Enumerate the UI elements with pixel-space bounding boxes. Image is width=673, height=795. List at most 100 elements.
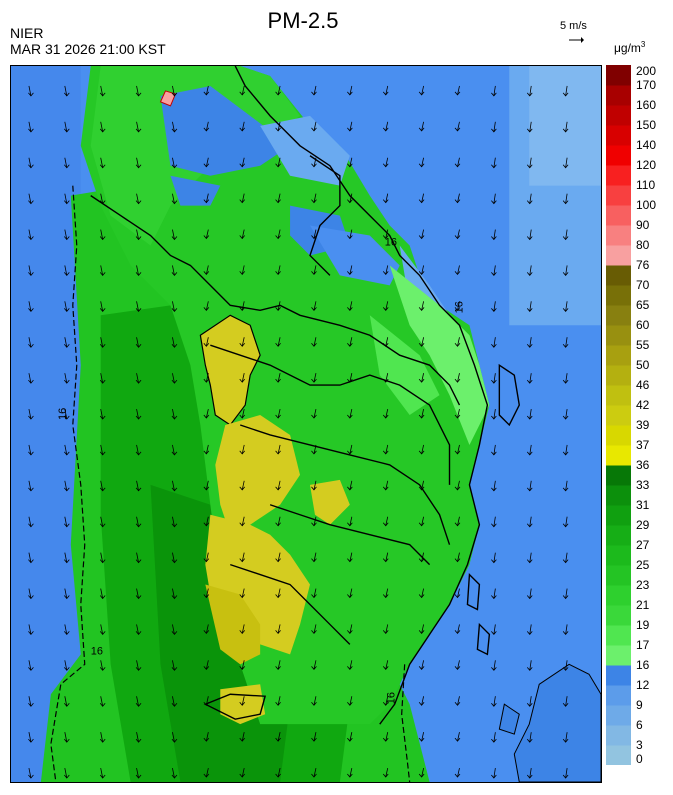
wind-arrow-icon	[28, 588, 32, 599]
wind-arrow-icon	[421, 301, 424, 311]
wind-arrowhead-icon	[239, 701, 246, 706]
wind-arrowhead-icon	[135, 92, 142, 97]
wind-arrow-icon	[100, 301, 104, 312]
wind-arrow-icon	[28, 337, 32, 348]
colorbar-swatch	[606, 485, 631, 506]
wind-arrow-icon	[277, 408, 281, 419]
colorbar-swatch	[606, 685, 631, 706]
wind-arrow-icon	[100, 552, 104, 563]
wind-arrowhead-icon	[311, 737, 317, 742]
wind-arrowhead-icon	[64, 236, 70, 241]
colorbar-tick-label: 25	[636, 558, 650, 572]
wind-arrow-icon	[529, 85, 532, 96]
wind-arrowhead-icon	[171, 200, 178, 205]
wind-arrowhead-icon	[311, 630, 317, 635]
wind-arrow-icon	[64, 732, 68, 743]
wind-arrow-icon	[565, 408, 568, 420]
wind-arrow-icon	[64, 516, 68, 527]
wind-arrowhead-icon	[382, 127, 389, 132]
wind-arrow-icon	[421, 157, 424, 167]
wind-arrowhead-icon	[382, 91, 389, 96]
wind-arrowhead-icon	[526, 236, 533, 241]
wind-arrowhead-icon	[28, 308, 34, 312]
wind-arrow-icon	[457, 588, 460, 598]
wind-arrowhead-icon	[64, 272, 70, 277]
colorbar-tick-label: 19	[636, 618, 650, 632]
wind-arrow-icon	[349, 229, 353, 239]
wind-arrowhead-icon	[275, 307, 281, 311]
wind-arrow-icon	[493, 265, 496, 276]
wind-arrowhead-icon	[64, 128, 70, 133]
wind-arrowhead-icon	[347, 163, 353, 168]
wind-arrow-icon	[64, 552, 68, 563]
wind-arrowhead-icon	[311, 666, 317, 670]
wind-arrow-icon	[28, 516, 32, 527]
wind-arrowhead-icon	[311, 773, 317, 778]
wind-arrow-icon	[529, 193, 532, 204]
wind-arrowhead-icon	[28, 236, 34, 241]
wind-arrow-icon	[136, 121, 139, 132]
wind-arrow-icon	[64, 157, 68, 168]
wind-arrow-icon	[565, 480, 568, 491]
wind-arrow-icon	[349, 624, 353, 634]
wind-arrowhead-icon	[203, 91, 210, 96]
wind-arrowhead-icon	[347, 737, 353, 742]
wind-arrow-icon	[241, 552, 245, 562]
wind-arrowhead-icon	[275, 450, 281, 455]
wind-arrowhead-icon	[28, 523, 34, 528]
wind-arrowhead-icon	[454, 307, 461, 311]
yellow-high-zones	[159, 90, 350, 725]
wind-arrowhead-icon	[491, 738, 497, 743]
wind-arrowhead-icon	[203, 558, 210, 563]
colorbar-swatch	[606, 405, 631, 426]
wind-arrowhead-icon	[454, 271, 461, 276]
wind-arrow-icon	[349, 552, 353, 562]
wind-arrow-icon	[457, 85, 460, 96]
wind-arrowhead-icon	[171, 702, 178, 707]
wind-arrow-icon	[205, 85, 209, 96]
wind-arrow-icon	[241, 193, 245, 203]
wind-arrow-icon	[565, 85, 568, 96]
wind-arrowhead-icon	[418, 522, 425, 527]
wind-arrowhead-icon	[347, 486, 353, 491]
wind-arrow-icon	[493, 552, 496, 563]
wind-arrow-icon	[100, 265, 104, 276]
wind-arrow-icon	[172, 373, 175, 384]
wind-arrowhead-icon	[99, 415, 106, 420]
wind-arrow-icon	[457, 193, 460, 203]
wind-arrow-icon	[385, 121, 389, 131]
wind-arrowhead-icon	[28, 451, 34, 456]
wind-arrowhead-icon	[239, 307, 246, 311]
wind-arrow-icon	[349, 767, 353, 778]
wind-arrow-icon	[313, 121, 317, 131]
wind-arrow-icon	[313, 444, 317, 455]
colorbar-swatch	[606, 665, 631, 686]
colorbar-swatch	[606, 125, 631, 146]
wind-arrowhead-icon	[418, 701, 425, 706]
wind-arrowhead-icon	[28, 128, 34, 133]
wind-arrow-icon	[172, 408, 175, 420]
wind-arrow-icon	[529, 157, 532, 168]
wind-arrowhead-icon	[311, 558, 317, 563]
wind-arrow-icon	[100, 337, 104, 348]
wind-arrowhead-icon	[562, 738, 569, 743]
wind-arrow-icon	[64, 85, 68, 96]
wind-arrowhead-icon	[171, 559, 178, 564]
wind-arrowhead-icon	[99, 128, 106, 133]
wind-arrow-icon	[457, 121, 460, 131]
wind-arrow-icon	[100, 85, 104, 96]
wind-arrow-icon	[64, 229, 68, 240]
colorbar-swatch	[606, 505, 631, 526]
colorbar-swatch	[606, 385, 631, 406]
wind-arrow-icon	[349, 444, 353, 455]
wind-arrow-icon	[565, 121, 568, 132]
wind-arrow-icon	[313, 193, 317, 203]
wind-arrowhead-icon	[347, 271, 353, 276]
colorbar-swatch	[606, 645, 631, 666]
wind-arrowhead-icon	[239, 163, 246, 168]
colorbar-tick-label: 42	[636, 398, 650, 412]
wind-arrowhead-icon	[203, 773, 210, 778]
wind-arrowhead-icon	[171, 415, 178, 420]
wind-arrowhead-icon	[562, 379, 569, 384]
wind-arrow-icon	[493, 373, 496, 384]
